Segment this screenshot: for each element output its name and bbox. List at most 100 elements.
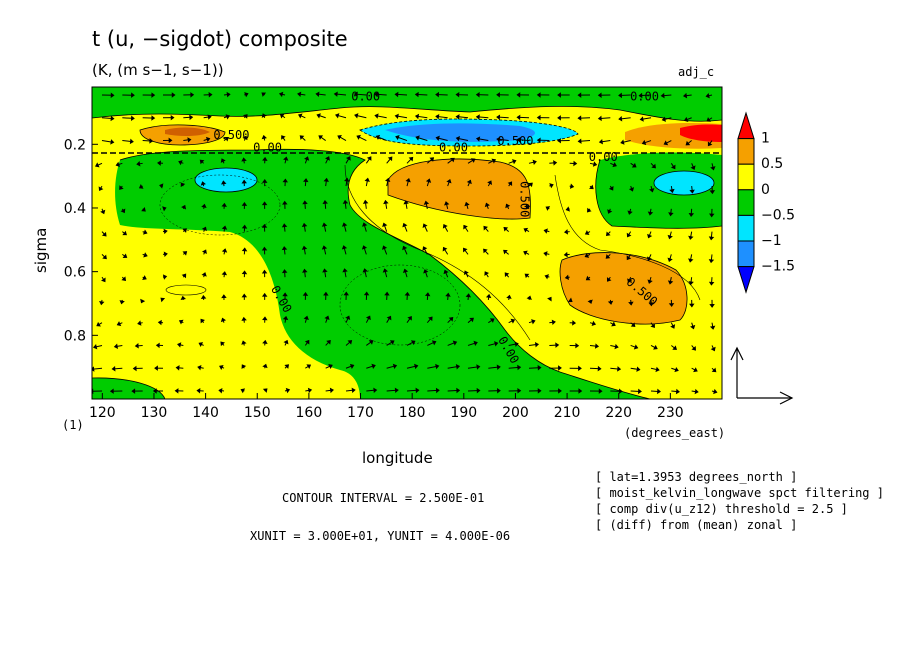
wind-vector-head — [589, 184, 594, 190]
wind-vector-head — [189, 114, 194, 121]
wind-vector-head — [688, 212, 695, 217]
colorbar-label: 1 — [761, 131, 770, 147]
x-unit-label: (degrees_east) — [624, 426, 725, 440]
wind-vector-head — [315, 91, 320, 97]
wind-vector-head — [496, 92, 500, 98]
wind-vector-head — [563, 229, 569, 235]
wind-vector-head — [672, 345, 677, 350]
wind-vector-head — [262, 363, 268, 369]
wind-vector-head — [382, 222, 388, 228]
colorbar-segment — [737, 240, 755, 268]
wind-vector-head — [605, 254, 611, 259]
wind-vector-head — [688, 258, 694, 263]
wind-vector-head — [102, 254, 107, 260]
field-warm-core-lower-east — [560, 252, 688, 325]
wind-vector-head — [113, 343, 119, 349]
wind-vector-head — [598, 138, 603, 145]
wind-vector-head — [404, 291, 411, 296]
wind-vector-head — [435, 363, 440, 370]
note-line: [ lat=1.3953 degrees_north ] — [595, 470, 797, 484]
wind-vector-head — [597, 115, 602, 122]
wind-vector-head — [220, 317, 227, 323]
wind-vector-head — [142, 275, 147, 280]
wind-vector-head — [428, 316, 433, 322]
wind-vector-head — [262, 316, 268, 321]
wind-vector-head — [302, 268, 308, 273]
wind-vector-head — [683, 116, 689, 122]
wind-vector-head — [282, 292, 288, 297]
wind-vector-head — [663, 140, 669, 146]
wind-vector-head — [557, 115, 561, 121]
wind-vector-head — [485, 293, 492, 299]
wind-vector-head — [648, 302, 654, 307]
wind-vector-head — [429, 157, 435, 162]
wind-vector-head — [668, 212, 674, 217]
wind-vector-head — [688, 235, 694, 240]
wind-vector-head — [657, 388, 661, 395]
wind-vector-head — [537, 365, 542, 371]
field-upper-hot-core-east — [680, 124, 722, 142]
wind-vector-head — [517, 388, 522, 394]
wind-vector-head — [422, 246, 428, 251]
wind-vector-head — [626, 255, 632, 261]
wind-vector-head — [631, 162, 637, 168]
wind-vector-head — [101, 231, 107, 237]
wind-vector-head — [547, 296, 552, 302]
wind-vector-head — [536, 92, 541, 98]
wind-vector-head — [651, 163, 656, 169]
wind-vector-head — [111, 366, 116, 372]
wind-vector-head — [516, 137, 521, 143]
wind-vector-head — [157, 319, 162, 326]
x-tick-label: 160 — [296, 405, 323, 421]
wind-vector-head — [402, 222, 408, 228]
wind-vector-head — [605, 231, 611, 237]
wind-vector-head — [577, 138, 582, 144]
wind-vector-head — [261, 223, 268, 228]
x-tick-label: 200 — [502, 405, 529, 421]
wind-vector-head — [442, 246, 448, 252]
wind-vector-head — [670, 324, 676, 329]
wind-vector-head — [709, 304, 715, 308]
wind-vector-head — [321, 245, 328, 250]
wind-vector-head — [328, 364, 333, 369]
wind-vector-head — [516, 114, 521, 121]
wind-vector-head — [200, 294, 207, 299]
wind-vector-head — [414, 113, 420, 120]
field-sw-negative-patch — [92, 377, 165, 399]
wind-vector-head — [333, 91, 338, 97]
wind-vector-head — [465, 293, 472, 298]
wind-vector-head — [304, 156, 310, 161]
wind-vector-head — [544, 274, 549, 280]
wind-vector-head — [187, 137, 192, 143]
chart-subtitle: (K, (m s−1, s−1)) — [92, 61, 224, 79]
contour-label: 0.00 — [589, 150, 618, 164]
wind-vector-head — [638, 388, 642, 395]
wind-vector-head — [709, 213, 715, 218]
wind-vector-head — [325, 156, 330, 161]
wind-vector-head — [525, 204, 531, 210]
colorbar-segment — [737, 214, 755, 242]
wind-vector-head — [182, 228, 187, 233]
wind-vector-head — [636, 366, 641, 372]
wind-vector-head — [154, 365, 158, 371]
wind-vector-head — [710, 346, 716, 352]
wind-vector-head — [351, 387, 356, 394]
wind-vector-head — [335, 113, 340, 119]
field-upper-negative-band — [92, 87, 722, 122]
wind-vector-head — [607, 300, 614, 305]
wind-vector-head — [220, 158, 226, 163]
wind-vector-head — [221, 225, 228, 230]
wind-vector-head — [598, 388, 603, 394]
wind-vector-head — [424, 292, 431, 297]
wind-vector-head — [221, 202, 227, 207]
wind-vector-head — [361, 245, 368, 250]
wind-vector-head — [219, 365, 224, 370]
wind-vector-head — [362, 199, 369, 204]
wind-vector-head — [138, 183, 144, 189]
wind-vector-head — [386, 315, 392, 321]
wind-vector-head — [455, 91, 460, 98]
wind-vector-head — [322, 268, 328, 273]
wind-vector-head — [119, 185, 124, 190]
wind-vector-head — [261, 113, 267, 118]
